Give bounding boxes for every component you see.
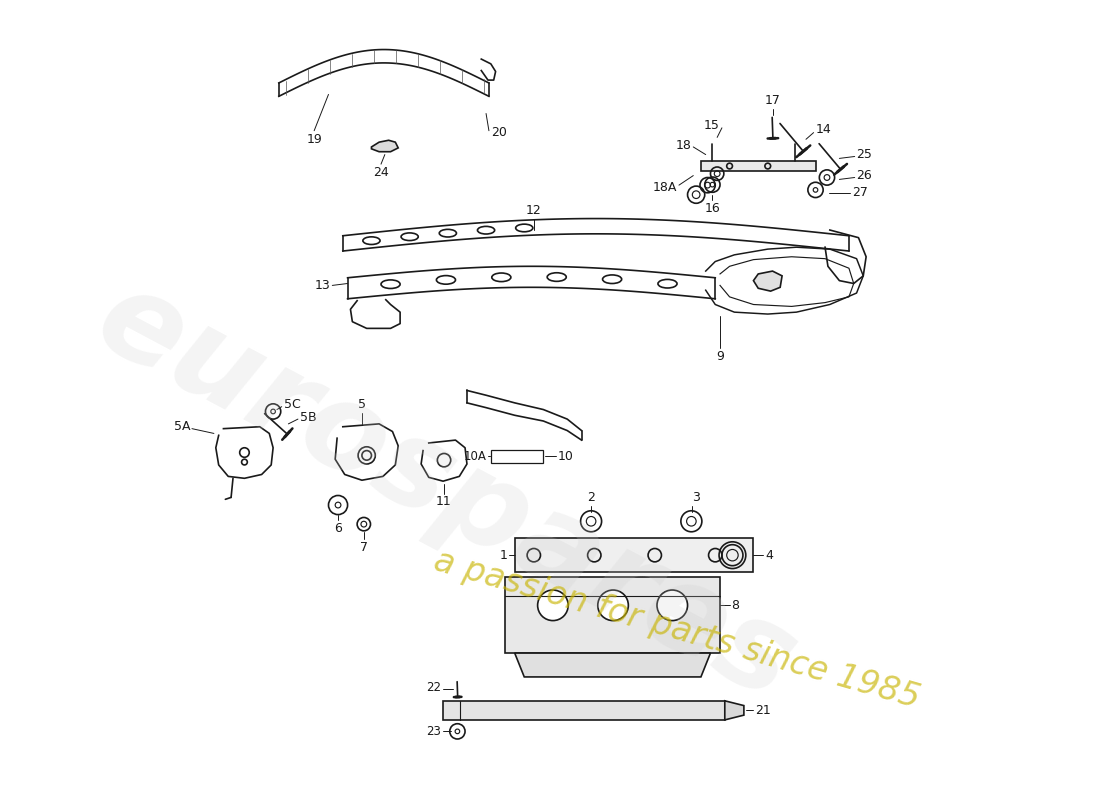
Ellipse shape (657, 590, 688, 621)
Text: a passion for parts since 1985: a passion for parts since 1985 (430, 544, 924, 714)
Text: 21: 21 (756, 704, 771, 717)
Text: 5B: 5B (300, 410, 317, 424)
Text: 11: 11 (437, 495, 452, 509)
Polygon shape (515, 653, 711, 677)
Text: 17: 17 (764, 94, 781, 107)
Ellipse shape (597, 590, 628, 621)
Polygon shape (515, 538, 754, 572)
Text: 27: 27 (851, 186, 868, 199)
Text: 25: 25 (857, 148, 872, 161)
Text: 7: 7 (360, 542, 367, 554)
Text: 22: 22 (426, 681, 441, 694)
Text: 8: 8 (732, 599, 739, 612)
Text: eurospares: eurospares (77, 258, 815, 725)
Text: 19: 19 (306, 133, 322, 146)
Polygon shape (372, 140, 398, 152)
Polygon shape (443, 701, 725, 720)
Text: 13: 13 (315, 279, 330, 292)
Text: 3: 3 (692, 491, 701, 504)
Text: 18A: 18A (652, 181, 676, 194)
Text: 12: 12 (526, 204, 541, 217)
Text: 15: 15 (704, 119, 720, 133)
Text: 20: 20 (491, 126, 507, 139)
Text: 2: 2 (587, 491, 595, 504)
Text: 18: 18 (675, 138, 692, 151)
Text: 26: 26 (857, 169, 872, 182)
Polygon shape (701, 161, 815, 171)
Text: 4: 4 (764, 549, 773, 562)
Ellipse shape (538, 590, 569, 621)
Text: 9: 9 (716, 350, 724, 363)
Polygon shape (505, 577, 720, 653)
Text: 1: 1 (499, 549, 507, 562)
Text: 5C: 5C (284, 398, 300, 411)
Text: 14: 14 (815, 123, 832, 136)
Polygon shape (754, 271, 782, 291)
Polygon shape (725, 701, 744, 720)
Text: 24: 24 (373, 166, 389, 179)
Text: 5A: 5A (174, 420, 190, 434)
Text: 10: 10 (558, 450, 573, 463)
Text: 6: 6 (334, 522, 342, 535)
Text: 10A: 10A (463, 450, 486, 463)
Text: 23: 23 (427, 725, 441, 738)
Text: 16: 16 (704, 202, 720, 215)
Text: 5: 5 (358, 398, 366, 411)
